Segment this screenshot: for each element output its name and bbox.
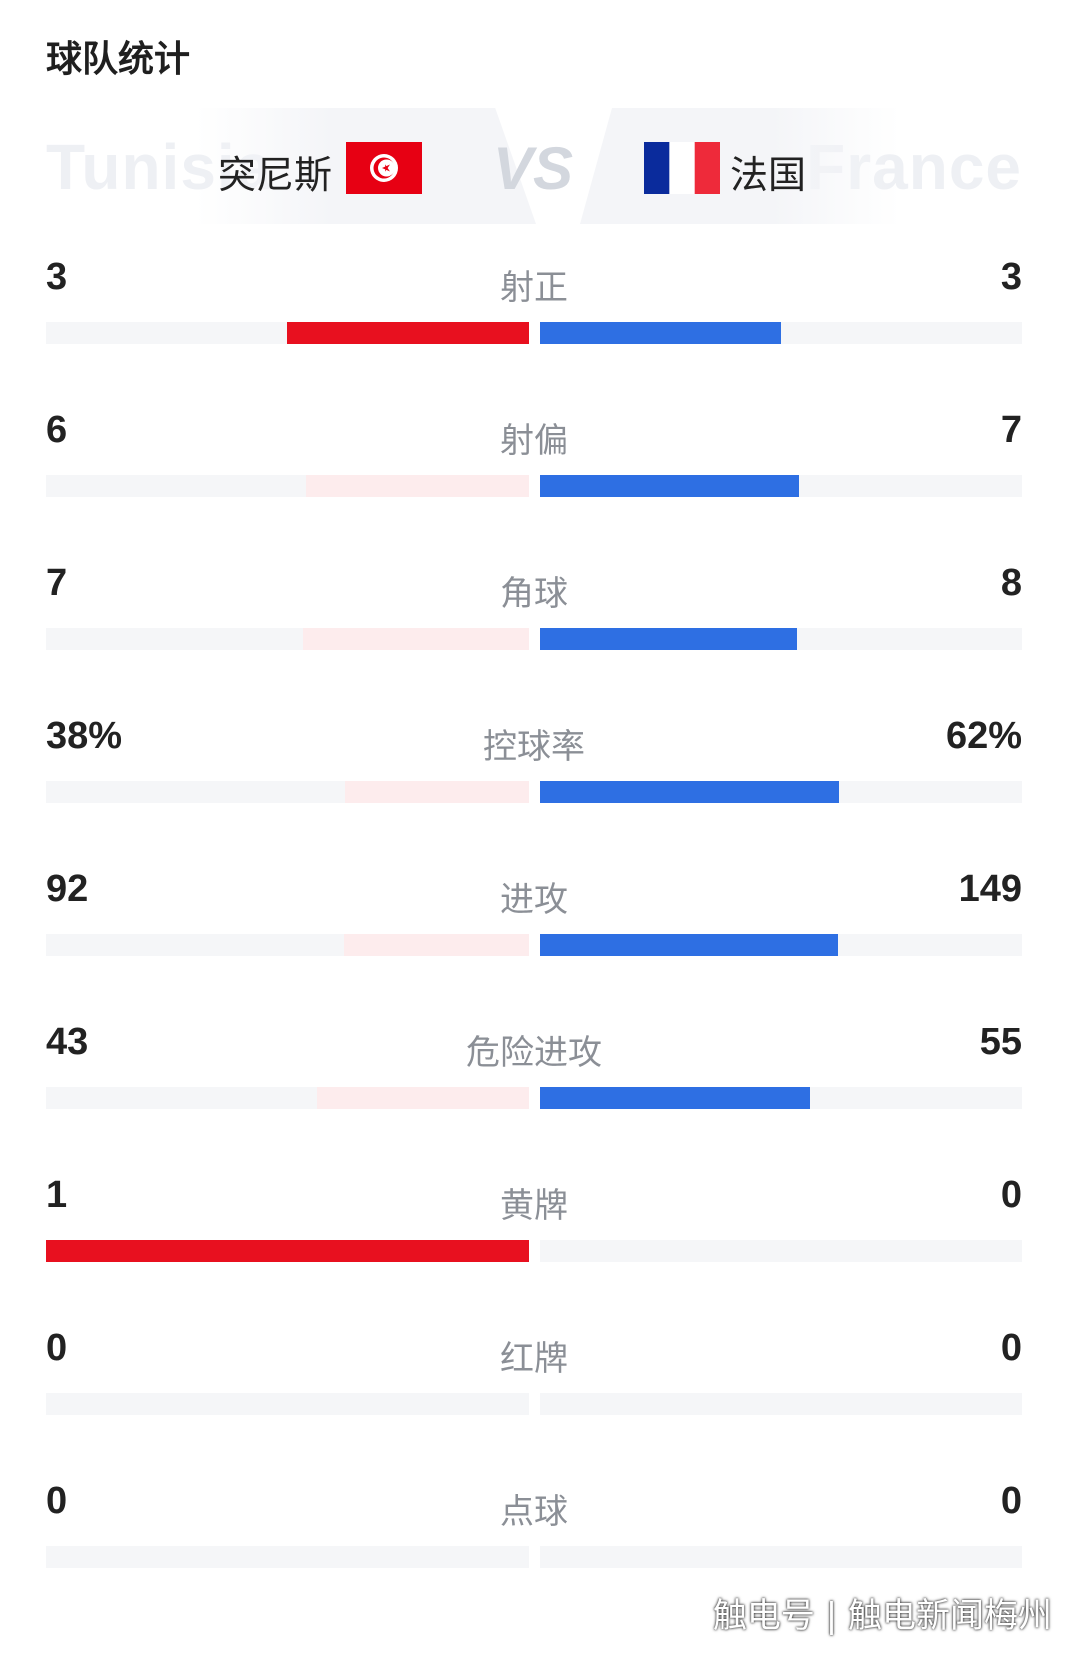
home-team-name: 突尼斯 [218, 153, 333, 197]
home-stat-track [46, 1240, 529, 1262]
home-stat-bar [345, 781, 529, 803]
home-stat-bar [287, 322, 529, 344]
home-stat-track [46, 1393, 529, 1415]
home-stat-bar [306, 475, 529, 497]
away-stat-track [540, 1546, 1022, 1568]
stat-label: 红牌 [500, 1339, 568, 1379]
home-stat-value: 6 [46, 409, 68, 451]
page-title: 球队统计 [46, 39, 191, 80]
stat-row: 0 红牌 0 [46, 1327, 1022, 1437]
stat-label: 射偏 [500, 421, 568, 461]
home-stat-value: 7 [46, 562, 68, 604]
away-stat-track [540, 1087, 1022, 1109]
home-stat-track [46, 322, 529, 344]
stat-row: 3 射正 3 [46, 256, 1022, 366]
stat-label: 射正 [500, 268, 568, 308]
away-team-name: 法国 [730, 153, 807, 197]
away-stat-bar [540, 1087, 810, 1109]
stat-row: 6 射偏 7 [46, 409, 1022, 519]
away-stat-value: 62% [945, 715, 1022, 757]
away-stat-track [540, 475, 1022, 497]
stat-row: 0 点球 0 [46, 1480, 1022, 1590]
stat-label: 危险进攻 [466, 1033, 602, 1073]
away-stat-value: 0 [1000, 1327, 1022, 1369]
away-stat-bar [540, 628, 797, 650]
away-stat-value: 55 [979, 1021, 1022, 1063]
home-stat-track [46, 781, 529, 803]
stat-label: 控球率 [483, 727, 585, 767]
vs-label: VS [493, 135, 574, 202]
match-header: Tunisia France VS 突尼斯 法国 [46, 108, 1022, 224]
home-stat-track [46, 934, 529, 956]
watermark: 触电号 | 触电新闻梅州 [712, 1596, 1052, 1636]
home-stat-value: 0 [46, 1480, 68, 1522]
home-stat-track [46, 475, 529, 497]
away-stat-value: 7 [1000, 409, 1022, 451]
home-stat-value: 43 [46, 1021, 89, 1063]
away-stat-track [540, 628, 1022, 650]
away-stat-value: 0 [1000, 1174, 1022, 1216]
france-flag-icon [644, 142, 720, 194]
away-stat-track [540, 1393, 1022, 1415]
stat-row: 7 角球 8 [46, 562, 1022, 672]
stat-row: 92 进攻 149 [46, 868, 1022, 978]
stat-row: 38% 控球率 62% [46, 715, 1022, 825]
away-stat-value: 149 [958, 868, 1022, 910]
home-stat-track [46, 1546, 529, 1568]
home-stat-bar [317, 1087, 529, 1109]
home-stat-value: 0 [46, 1327, 68, 1369]
away-stat-track [540, 934, 1022, 956]
stat-label: 黄牌 [500, 1186, 568, 1226]
home-stat-value: 38% [46, 715, 123, 757]
stat-label: 角球 [500, 574, 568, 614]
home-stat-value: 3 [46, 256, 68, 298]
away-stat-value: 0 [1000, 1480, 1022, 1522]
tunisia-flag-icon [346, 142, 422, 194]
away-stat-bar [540, 781, 839, 803]
away-stat-bar [540, 475, 799, 497]
away-stat-track [540, 1240, 1022, 1262]
away-stat-track [540, 781, 1022, 803]
home-stat-bar [303, 628, 529, 650]
away-stat-value: 3 [1000, 256, 1022, 298]
home-stat-bar [46, 1240, 529, 1262]
away-stat-track [540, 322, 1022, 344]
home-stat-value: 92 [46, 868, 89, 910]
stat-label: 进攻 [500, 880, 568, 920]
away-stat-bar [540, 934, 838, 956]
away-stat-value: 8 [1000, 562, 1022, 604]
away-stat-bar [540, 322, 781, 344]
home-stat-track [46, 628, 529, 650]
away-team-panel [580, 108, 900, 224]
home-stat-track [46, 1087, 529, 1109]
home-stat-bar [344, 934, 529, 956]
stat-label: 点球 [500, 1492, 568, 1532]
home-stat-value: 1 [46, 1174, 68, 1216]
stat-row: 1 黄牌 0 [46, 1174, 1022, 1284]
stat-row: 43 危险进攻 55 [46, 1021, 1022, 1131]
